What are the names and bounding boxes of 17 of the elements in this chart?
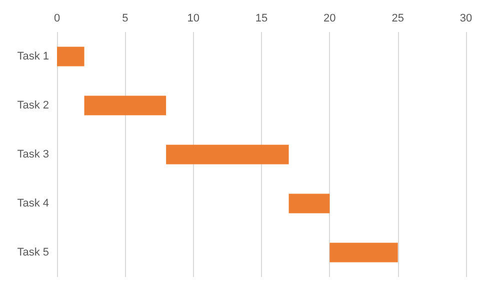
bar xyxy=(330,242,398,262)
x-tick-label: 20 xyxy=(324,12,336,24)
bar xyxy=(166,144,289,164)
bar xyxy=(57,46,84,66)
y-tick-label: Task 3 xyxy=(17,148,49,160)
x-tick-label: 10 xyxy=(187,12,200,24)
x-tick-label: 25 xyxy=(392,12,404,24)
bar xyxy=(84,96,166,116)
y-tick-label: Task 4 xyxy=(17,198,49,210)
y-tick-label: Task 5 xyxy=(17,246,49,258)
y-tick-label: Task 2 xyxy=(17,100,49,112)
x-tick-label: 0 xyxy=(54,12,60,24)
bar xyxy=(288,194,330,214)
x-tick-label: 15 xyxy=(255,12,268,24)
x-tick-label: 5 xyxy=(122,12,128,24)
y-tick-label: Task 1 xyxy=(17,50,49,62)
x-tick-label: 30 xyxy=(460,12,472,24)
